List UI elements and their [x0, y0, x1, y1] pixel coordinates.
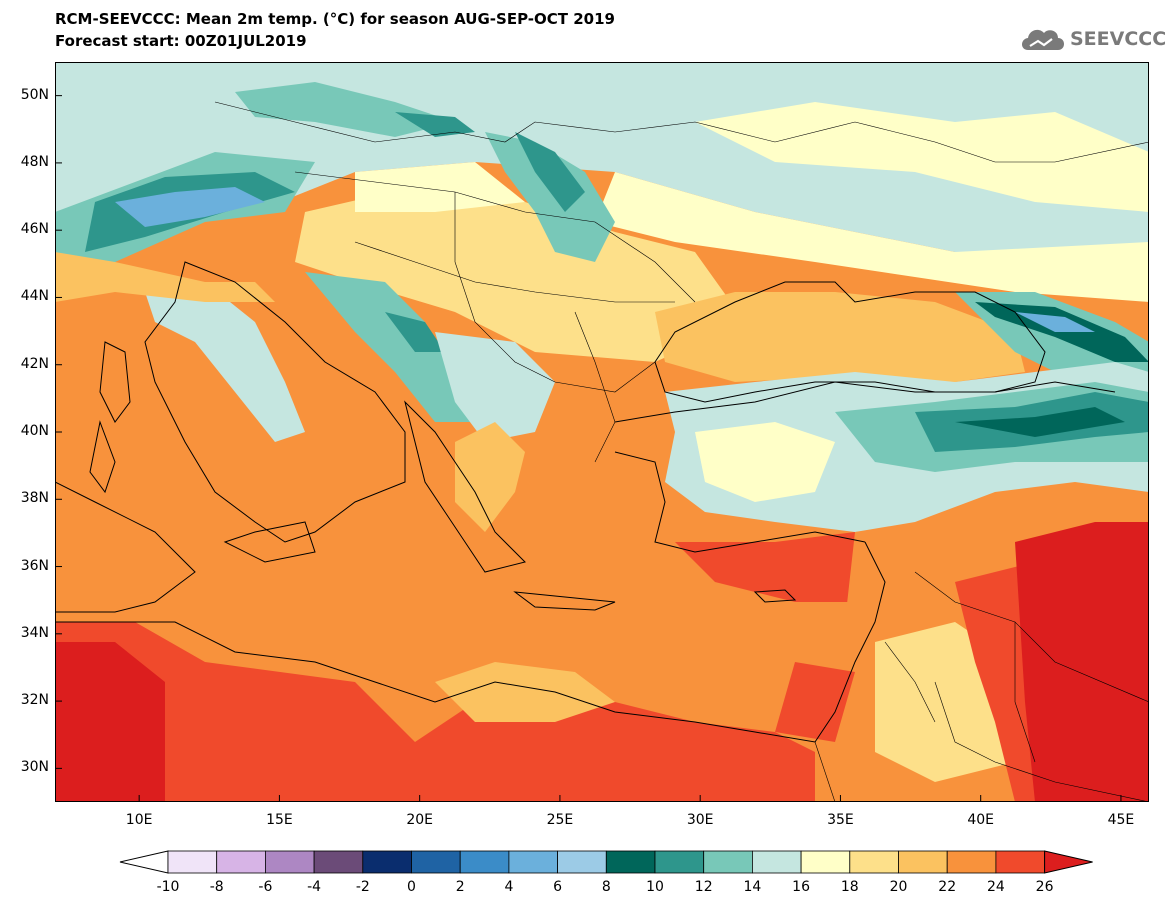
lat-label: 32N — [20, 692, 49, 709]
colorbar-cell — [313, 850, 364, 874]
colorbar-label: 14 — [743, 879, 761, 895]
colorbar-label: 22 — [938, 879, 956, 895]
colorbar-cell — [703, 850, 753, 874]
colorbar-low-arrow — [119, 850, 169, 874]
lon-label: 40E — [967, 812, 995, 828]
coastlines — [55, 261, 1116, 743]
colorbar-cell — [216, 850, 266, 874]
colorbar-label: 18 — [841, 879, 859, 895]
colorbar-label: 2 — [456, 879, 465, 895]
colorbar-label: -2 — [356, 879, 370, 895]
colorbar-label: 0 — [407, 879, 416, 895]
colorbar-cell — [557, 850, 607, 874]
lat-label: 40N — [20, 423, 49, 439]
axis-ticks — [55, 95, 1122, 802]
cloud-icon — [1022, 29, 1064, 50]
borders — [214, 101, 1149, 802]
lon-label: 45E — [1107, 812, 1135, 828]
colorbar-cell — [605, 850, 656, 874]
lat-label: 38N — [20, 490, 49, 507]
map-title: RCM-SEEVCCC: Mean 2m temp. (°C) for seas… — [55, 10, 615, 28]
colorbar-label: -6 — [258, 879, 272, 895]
colorbar-cell — [946, 850, 997, 874]
colorbar-cell — [898, 850, 948, 874]
colorbar-label: 16 — [792, 879, 810, 895]
seevccc-logo: SEEVCCC — [1018, 22, 1165, 56]
lon-label: 25E — [546, 812, 574, 828]
colorbar-label: -4 — [307, 879, 321, 895]
lat-label: 30N — [20, 759, 49, 776]
temperature-map — [55, 62, 1149, 802]
colorbar-cell — [362, 850, 412, 874]
colorbar-cell — [800, 850, 851, 874]
colorbar-label: 6 — [553, 879, 562, 895]
colorbar-label: 10 — [646, 879, 664, 895]
colorbar-label: 20 — [890, 879, 908, 895]
forecast-start-label: Forecast start: 00Z01JUL2019 — [55, 32, 307, 50]
colorbar-label: 8 — [602, 879, 611, 895]
lon-label: 15E — [266, 812, 293, 828]
colorbar-cell — [459, 850, 510, 874]
lat-label: 44N — [20, 288, 49, 305]
colorbar-cell — [411, 850, 461, 874]
lat-label: 36N — [20, 557, 49, 574]
colorbar-cell — [654, 850, 705, 874]
colorbar-cell — [264, 850, 315, 874]
lat-label: 50N — [20, 86, 49, 103]
lat-label: 48N — [20, 153, 49, 170]
colorbar-high-arrow — [1044, 850, 1093, 874]
lon-label: 10E — [125, 812, 153, 828]
colorbar-label: 4 — [504, 879, 513, 895]
colorbar-cell — [849, 850, 899, 874]
colorbar-label: 26 — [1036, 879, 1054, 895]
colorbar-label: 24 — [987, 879, 1005, 895]
temperature-field — [55, 62, 1149, 802]
lat-label: 46N — [20, 221, 49, 238]
colorbar-cell — [752, 850, 802, 874]
lon-label: 30E — [686, 812, 714, 828]
logo-text: SEEVCCC — [1070, 28, 1165, 50]
lat-label: 42N — [20, 355, 49, 372]
colorbar-label: -8 — [210, 879, 224, 895]
lon-label: 20E — [406, 812, 433, 828]
colorbar-cell — [508, 850, 558, 874]
colorbar-label: -10 — [157, 879, 180, 895]
lon-label: 35E — [827, 812, 854, 828]
colorbar-cell — [167, 850, 218, 874]
colorbar-label: 12 — [695, 879, 713, 895]
colorbar-cell — [995, 850, 1046, 874]
lat-label: 34N — [20, 624, 49, 641]
